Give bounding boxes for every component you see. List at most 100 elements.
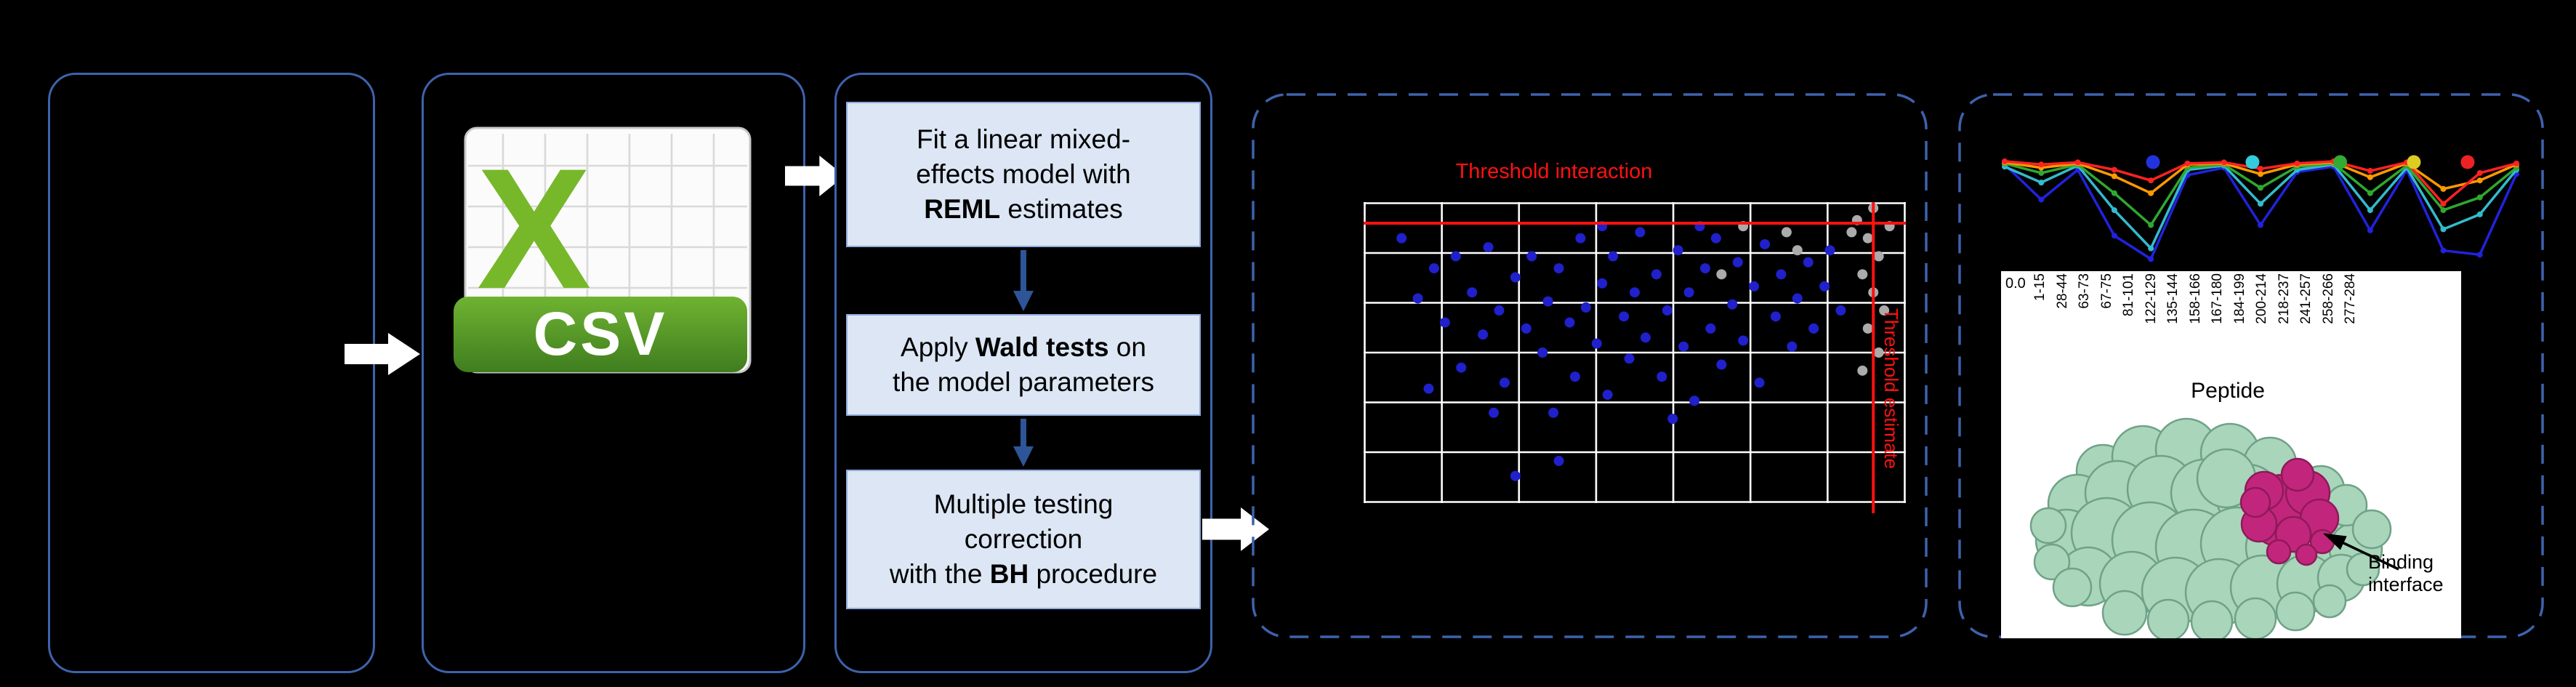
significant-point <box>1662 305 1673 316</box>
nonsignificant-point <box>1846 227 1857 238</box>
significant-point <box>1619 311 1630 322</box>
significant-point <box>1673 245 1683 256</box>
significant-point <box>1651 269 1662 280</box>
profile-marker <box>2294 160 2301 166</box>
profile-marker <box>2258 171 2263 177</box>
significant-point <box>1591 338 1602 349</box>
significant-point <box>1510 470 1521 481</box>
significant-point <box>1640 332 1651 343</box>
significant-point <box>1467 287 1478 298</box>
peptide-tick-label: 135-144 <box>2165 273 2181 324</box>
profile-marker <box>2440 201 2447 207</box>
profile-marker <box>2440 247 2447 254</box>
significant-point <box>1608 251 1619 262</box>
csv-file-icon: X CSV <box>454 126 752 374</box>
peptide-tick-label: 158-166 <box>2187 273 2203 324</box>
protein-structure <box>2029 417 2399 638</box>
step-box-fit-model: Fit a linear mixed-effects model with REM… <box>846 102 1201 247</box>
profile-marker <box>2367 174 2373 180</box>
significant-point <box>1423 383 1434 394</box>
flow-arrow-right-icon <box>345 333 420 375</box>
nonsignificant-point <box>1716 269 1727 280</box>
step-text-line: Multiple testing <box>933 489 1114 519</box>
legend-dot <box>2333 155 2348 169</box>
step-down-arrow-icon <box>1013 419 1034 467</box>
y-axis-tick-label: 0.0 <box>2005 276 2026 292</box>
significant-point <box>1738 335 1749 346</box>
profile-marker <box>2367 207 2373 214</box>
significant-point <box>1439 317 1450 328</box>
significant-point <box>1727 299 1738 310</box>
structure-figure-panel: 0.0 1-15 28-44 63-73 67-75 81-101 122-129 135-… <box>2001 271 2461 638</box>
step-box-bh-correction: Multiple testing correction with the BH pr… <box>846 470 1201 609</box>
nonsignificant-point <box>1792 245 1803 256</box>
significant-point <box>1732 257 1743 268</box>
peptide-axis-ticks: 1-15 28-44 63-73 67-75 81-101 122-129 135-144 1… <box>2001 271 2461 366</box>
peptide-tick-label: 277-284 <box>2343 273 2358 324</box>
significant-point <box>1630 287 1640 298</box>
legend-dot <box>2460 155 2475 169</box>
significant-point <box>1489 407 1500 418</box>
profile-marker <box>2440 185 2447 192</box>
peptide-profile-chart <box>2002 155 2519 262</box>
profile-marker <box>2476 169 2483 176</box>
profile-marker <box>2038 161 2045 168</box>
significant-point <box>1689 395 1700 406</box>
profile-marker <box>2148 190 2154 196</box>
nonsignificant-point <box>1862 323 1873 334</box>
profile-marker <box>2258 166 2263 172</box>
nonsignificant-point <box>1879 305 1890 316</box>
profile-marker <box>2258 201 2263 207</box>
step-box-wald-tests: Apply Wald tests on the model parameters <box>846 314 1201 416</box>
significant-point <box>1760 238 1771 249</box>
significant-point <box>1657 371 1667 382</box>
significant-point <box>1683 287 1694 298</box>
profile-marker <box>2440 226 2447 233</box>
significant-point <box>1499 377 1510 388</box>
peptide-tick-label: 122-129 <box>2143 273 2159 324</box>
legend-dot <box>2245 155 2260 169</box>
flow-arrow-right-icon <box>785 156 845 196</box>
profile-marker <box>2038 169 2045 176</box>
profile-marker <box>2476 252 2483 258</box>
significant-point <box>1510 272 1521 283</box>
significant-point <box>1575 233 1586 244</box>
scatter-plot <box>1364 202 1906 513</box>
significant-point <box>1564 317 1575 328</box>
significant-point <box>1396 233 1407 244</box>
profile-marker <box>2074 159 2081 166</box>
legend-dot <box>2407 155 2421 169</box>
profile-marker <box>2258 185 2263 191</box>
significant-point <box>1494 305 1505 316</box>
significant-point <box>1553 263 1564 274</box>
profile-marker <box>2002 158 2008 164</box>
significant-point <box>1819 281 1830 292</box>
significant-point <box>1428 263 1439 274</box>
significant-point <box>1699 263 1710 274</box>
significant-point <box>1635 227 1646 238</box>
significant-point <box>1787 341 1798 352</box>
peptide-tick-label: 1-15 <box>2032 273 2048 302</box>
significant-point <box>1537 347 1548 358</box>
peptide-tick-label: 258-266 <box>2320 273 2336 324</box>
profile-marker <box>2367 190 2373 196</box>
step-text-line: effects model with <box>916 158 1131 189</box>
profile-marker <box>2476 194 2483 201</box>
significant-point <box>1602 389 1613 400</box>
profile-marker <box>2038 180 2045 186</box>
significant-point <box>1478 329 1489 340</box>
peptide-tick-label: 81-101 <box>2121 273 2136 317</box>
profile-marker <box>2258 222 2263 228</box>
profile-marker <box>2476 211 2483 217</box>
nonsignificant-point <box>1873 347 1884 358</box>
profile-marker <box>2111 190 2117 196</box>
dashed-border <box>1252 93 1928 638</box>
nonsignificant-point <box>1862 233 1873 244</box>
profile-marker <box>2148 222 2154 228</box>
significant-point <box>1770 311 1781 322</box>
significant-point <box>1808 323 1819 334</box>
csv-banner <box>454 297 747 372</box>
protein-surface <box>2029 417 2392 638</box>
step-text-line: Fit a linear mixed- <box>916 124 1131 154</box>
peptide-tick-label: 218-237 <box>2276 273 2292 324</box>
